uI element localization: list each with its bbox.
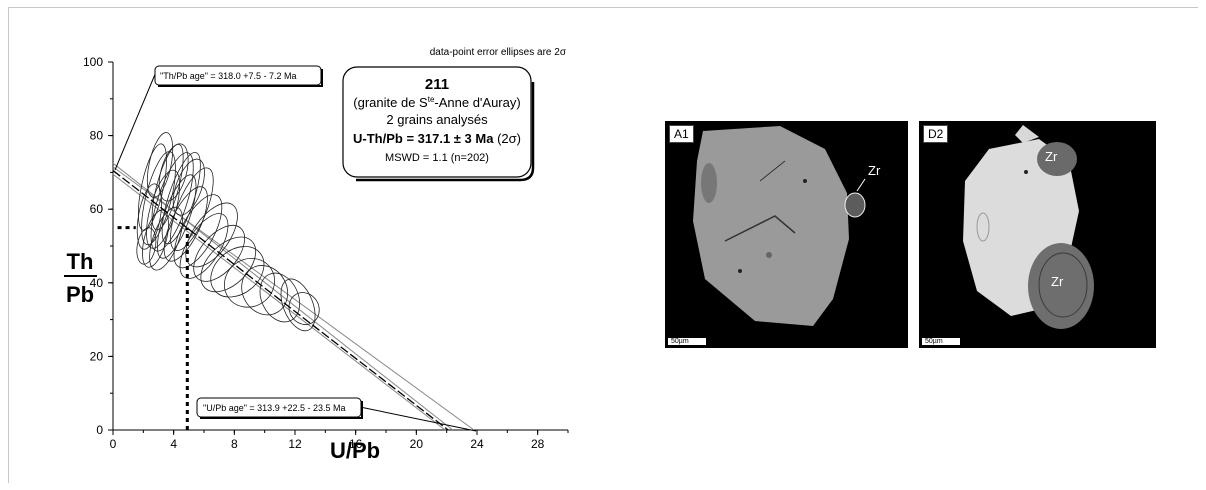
image-label-d2: D2 [923,125,949,143]
error-ellipse [259,272,301,323]
th-pb-age-leader [114,71,157,171]
y-tick-label: 20 [90,349,104,363]
y-tick-label: 0 [96,423,103,437]
sample-location: (granite de Ste-Anne d'Auray) [353,95,520,110]
y-tick-label: 100 [83,55,103,69]
y-tick-label: 40 [90,276,104,290]
error-ellipse [224,258,275,308]
zircon-label-d2-bottom: Zr [1051,274,1064,289]
error-envelope-line [112,162,454,431]
error-ellipse [241,265,289,316]
error-ellipse [158,143,189,202]
zircon-grain-d2-drawing [963,125,1094,329]
x-tick-label: 0 [110,437,117,451]
y-tick-label: 80 [90,129,104,143]
regression-line [112,170,449,431]
zircon-label-a1: Zr [868,163,881,178]
info-box [342,66,532,178]
error-ellipse [173,194,223,269]
x-tick-label: 8 [231,437,238,451]
error-ellipse [179,213,229,279]
error-ellipse [136,183,162,250]
error-ellipse [146,132,174,198]
error-ellipse [163,186,208,262]
error-ellipse [210,246,265,298]
y-tick-label: 60 [90,202,104,216]
x-tick-label: 20 [410,437,424,451]
bse-image-a1: A1 Zr 50µm [665,121,908,348]
error-ellipse [161,152,201,245]
corner-note: data-point error ellipses are 2σ [430,47,567,58]
error-ellipse [149,206,183,271]
error-ellipse [142,209,169,268]
error-ellipse [172,158,205,216]
u-pb-age-leader [359,406,477,432]
mswd: MSWD = 1.1 (n=202) [385,152,489,164]
scale-bar-a1: 50µm [668,338,706,345]
sample-number: 211 [425,76,449,93]
figure-frame [8,7,1198,483]
x-tick-label: 4 [170,437,177,451]
scale-bar-d2: 50µm [922,338,960,345]
x-tick-label: 24 [470,437,484,451]
error-ellipse [280,278,316,332]
grains-analysed: 2 grains analysés [386,112,488,127]
error-ellipse [288,292,320,325]
zircon-label-d2-top: Zr [1045,149,1058,164]
isochron-chart: 0 4 8 12 16 20 24 28 0 20 40 60 80 100 data-point err… [64,47,569,463]
x-tick-label: 16 [349,437,363,451]
error-envelope-line [112,173,446,431]
bse-image-d2: D2 Zr Zr 50µm [919,121,1156,348]
x-axis-label: U/Pb [330,438,380,463]
image-label-a1: A1 [669,125,694,143]
x-tick-label: 12 [288,437,302,451]
u-pb-age-text: "U/Pb age" = 313.9 +22.5 - 23.5 Ma [203,403,345,413]
y-axis-label-bottom: Pb [66,282,94,307]
error-ellipse [200,236,257,293]
age-result: U-Th/Pb = 317.1 ± 3 Ma (2σ) [353,131,521,146]
error-ellipse [157,174,197,259]
error-ellipse [136,227,157,265]
y-axis-label-top: Th [67,249,94,274]
th-pb-age-text: "Th/Pb age" = 318.0 +7.5 - 7.2 Ma [160,71,296,81]
error-ellipse [150,152,194,252]
x-tick-label: 28 [531,437,545,451]
zircon-grain-a1-drawing [693,126,866,326]
error-ellipse [185,202,238,268]
info-box-shadow [356,82,535,182]
